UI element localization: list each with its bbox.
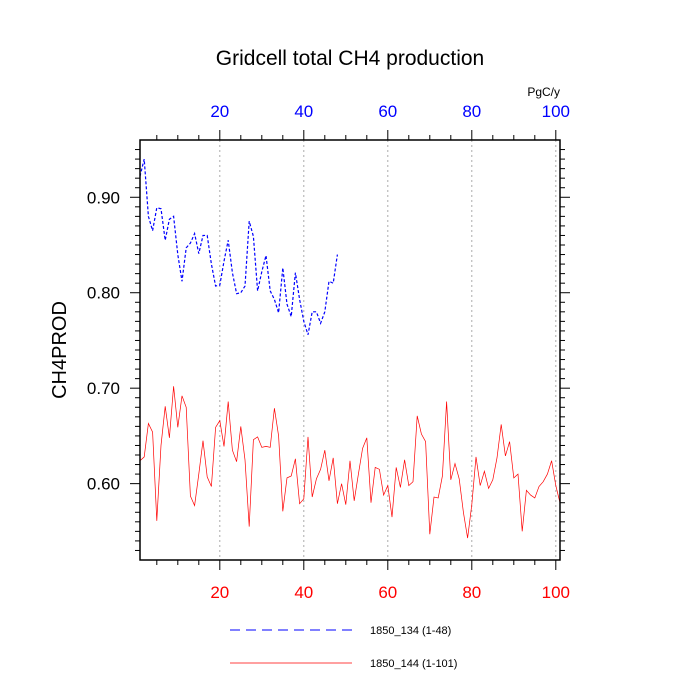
x-tick-label-bottom: 20 bbox=[210, 583, 229, 602]
y-tick-label: 0.60 bbox=[87, 475, 120, 494]
y-tick-label: 0.80 bbox=[87, 284, 120, 303]
legend: 1850_134 (1-48) 1850_144 (1-101) bbox=[230, 625, 457, 670]
chart-title: Gridcell total CH4 production bbox=[216, 47, 484, 70]
x-tick-label-bottom: 100 bbox=[542, 583, 570, 602]
plot-frame bbox=[139, 139, 561, 561]
x-tick-label-bottom: 60 bbox=[378, 583, 397, 602]
x-tick-label-bottom: 40 bbox=[294, 583, 313, 602]
x-tick-label-top: 60 bbox=[378, 102, 397, 121]
y-axis-label: CH4PROD bbox=[49, 301, 71, 399]
y-tick-label: 0.90 bbox=[87, 188, 120, 207]
units-label: PgC/y bbox=[527, 85, 560, 99]
x-tick-label-top: 20 bbox=[210, 102, 229, 121]
legend-label: 1850_144 (1-101) bbox=[370, 658, 457, 670]
x-tick-label-bottom: 80 bbox=[462, 583, 481, 602]
x-tick-label-top: 80 bbox=[462, 102, 481, 121]
axis-ticks: 0.60 0.70 0.80 0.90 20 40 60 80 100 20 40 60 80 100 bbox=[87, 102, 570, 602]
y-tick-label: 0.70 bbox=[87, 379, 120, 398]
grid-lines bbox=[219, 140, 557, 560]
x-tick-label-top: 40 bbox=[294, 102, 313, 121]
x-tick-label-top: 100 bbox=[542, 102, 570, 121]
legend-label: 1850_134 (1-48) bbox=[370, 625, 451, 637]
series-line-0 bbox=[139, 158, 338, 335]
series-lines bbox=[139, 158, 561, 539]
series-line-1 bbox=[139, 386, 561, 539]
